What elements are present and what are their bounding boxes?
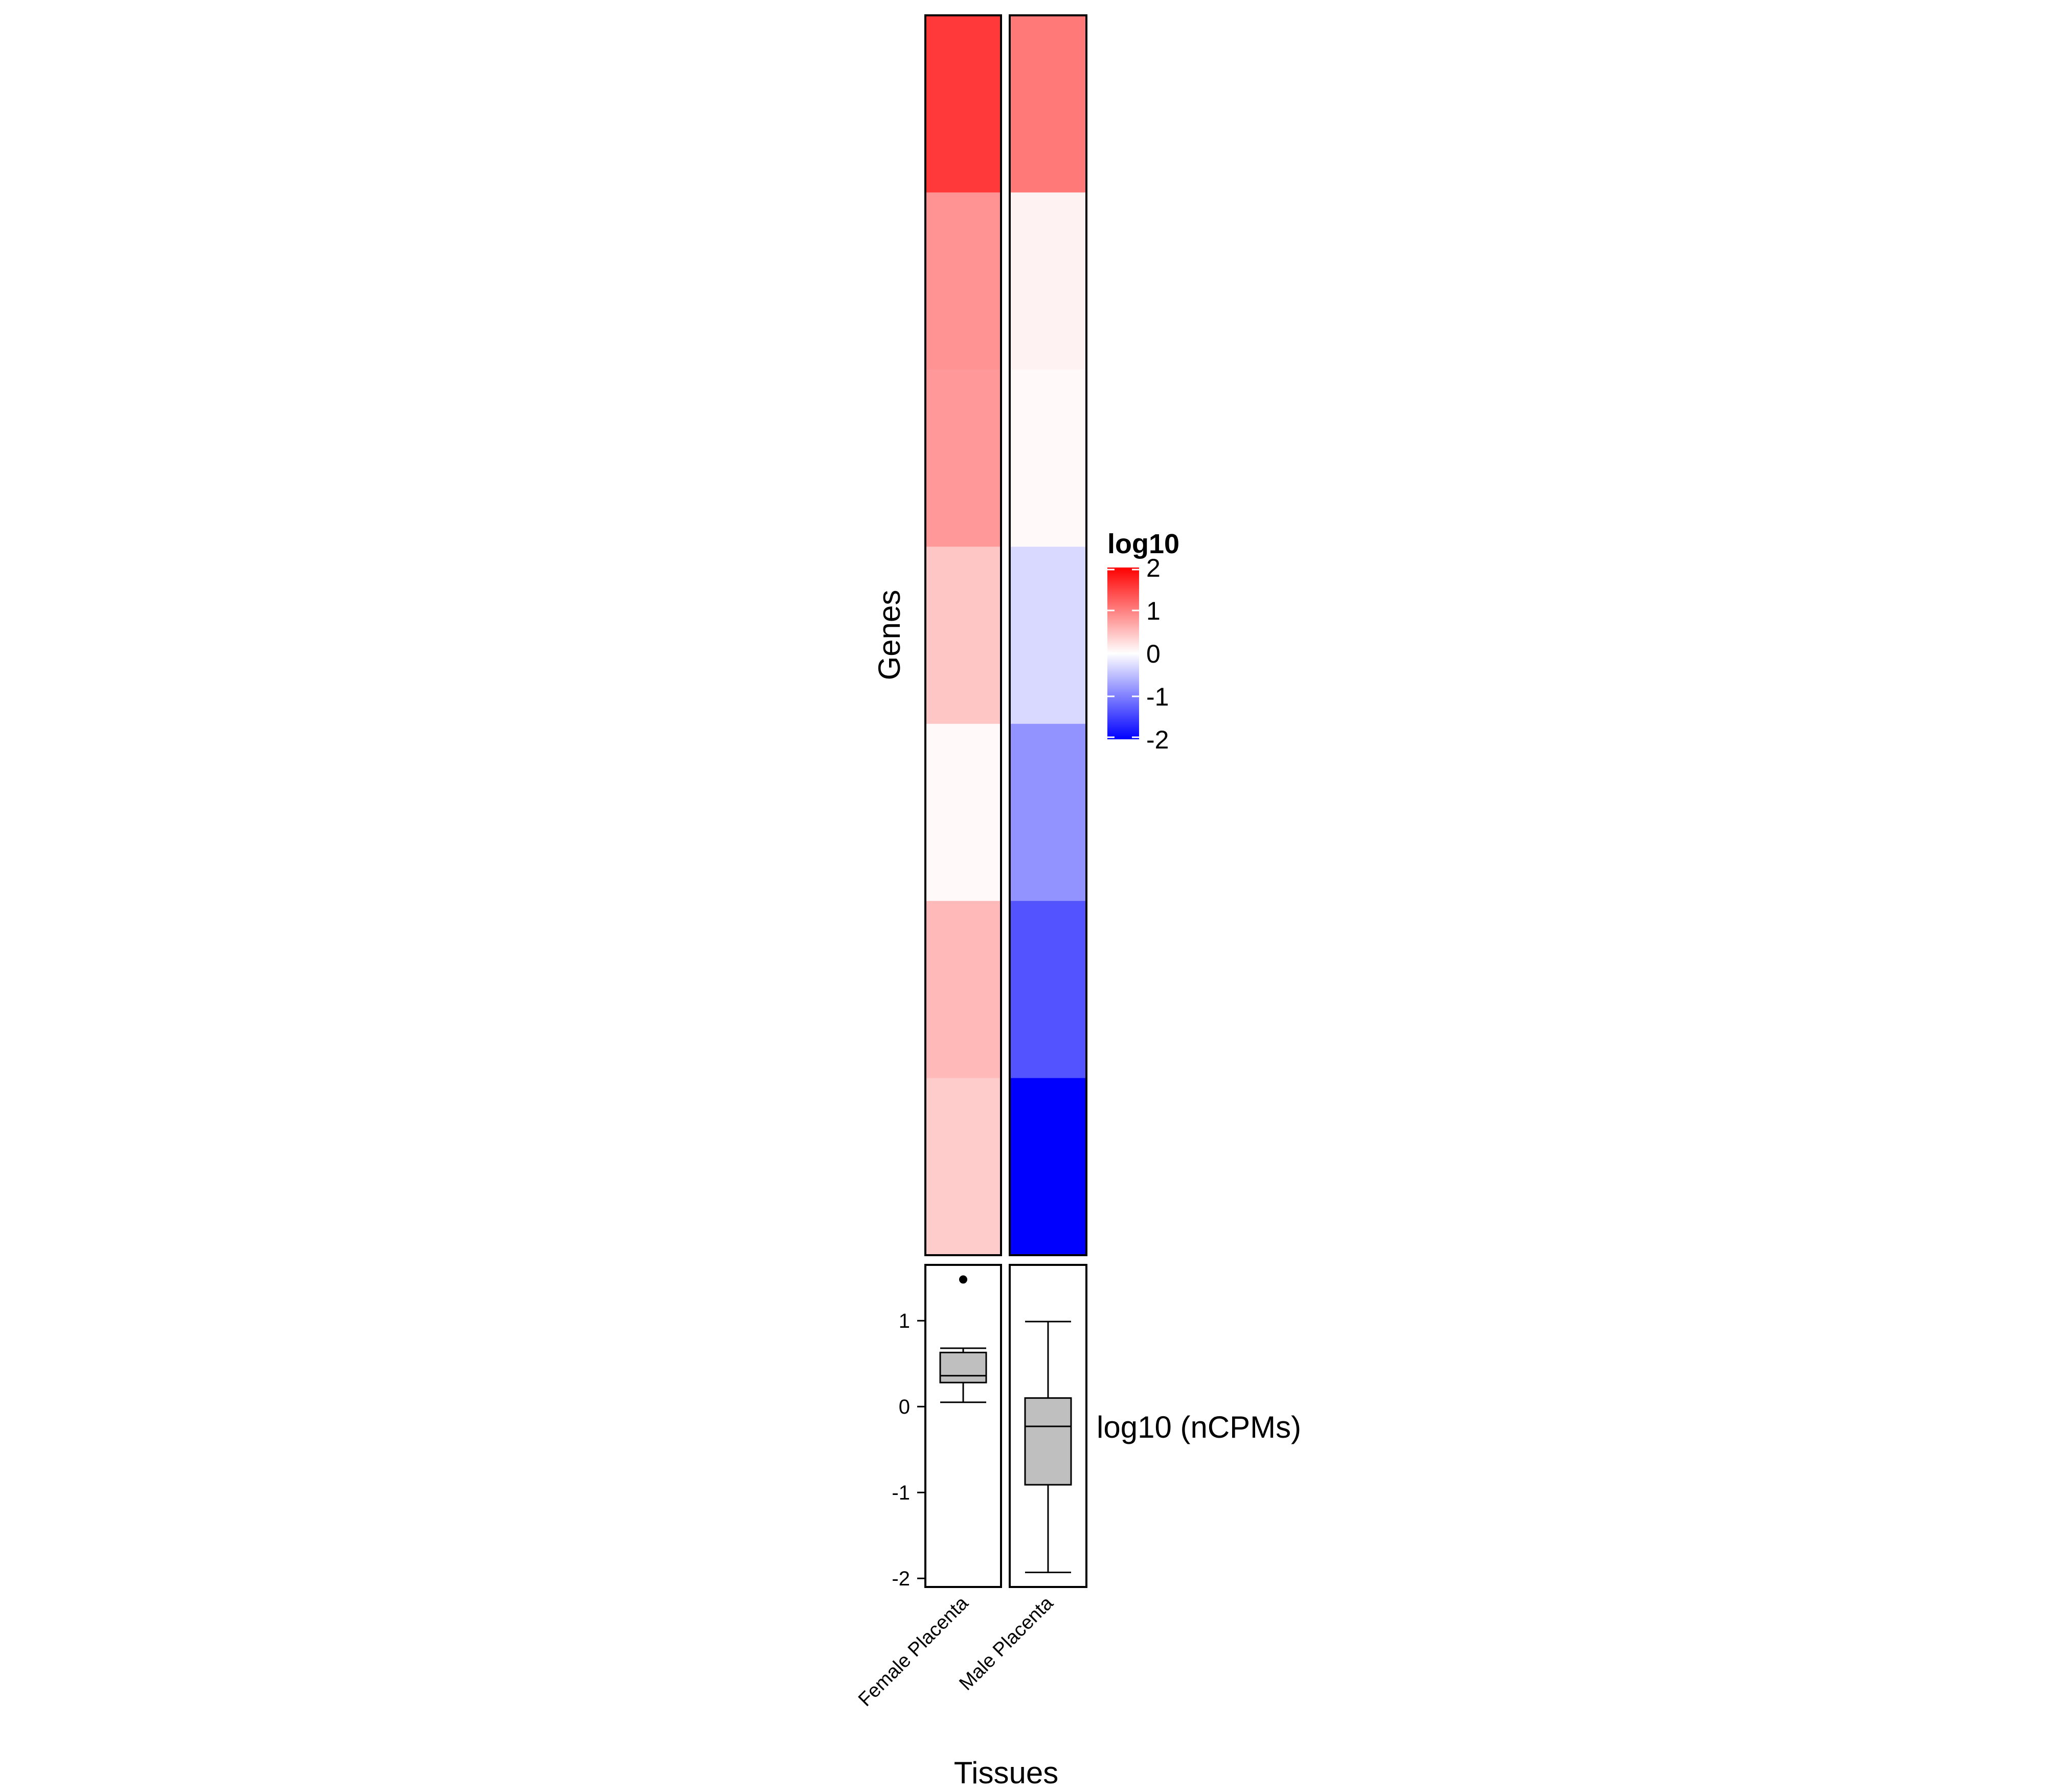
x-axis-title: Tissues [954,1756,1059,1789]
box-iqr-male [1024,1397,1072,1486]
box-y-tick-label: -1 [892,1482,910,1504]
heatmap-cell-r4-male [1010,547,1086,724]
heatmap-cell-r1-female [925,15,1001,193]
legend-tick-label: 2 [1146,554,1161,582]
box-iqr-female [939,1351,987,1383]
box-plot: 1 0 -1 -2 [892,1264,1087,1590]
box-y-axis: 1 0 -1 -2 [892,1310,925,1590]
x-tick-female-placenta: Female Placenta [854,1592,973,1711]
heatmap-panel-female-border [924,14,1002,1256]
box-y-tick-label: -2 [892,1568,910,1590]
box-marks [939,1275,1072,1573]
heatmap-cell-r5-male [1010,723,1086,901]
heatmap-cell-r3-female [925,369,1001,547]
legend-ticks: 2 1 0 -1 -2 [1107,554,1169,754]
box-panel-male-border [1009,1264,1087,1588]
heatmap-cells [925,15,1086,1256]
legend-tick-label: -2 [1146,725,1169,754]
heatmap-cell-r1-male [1010,15,1086,193]
heatmap-cell-r2-female [925,192,1001,370]
box-y-tick-label: 0 [899,1396,910,1418]
legend-title: log10 [1107,529,1179,559]
heatmap-cell-r4-female [925,547,1001,724]
box-y-tick-label: 1 [899,1310,910,1332]
heatmap-cell-r5-female [925,723,1001,901]
heatmap-y-axis-label: Genes [872,590,906,680]
heatmap-cell-r2-male [1010,192,1086,370]
box-outlier-female [959,1275,967,1284]
box-y-axis-label: log10 (nCPMs) [1097,1410,1301,1444]
box-panel-female-border [924,1264,1002,1588]
heatmap-cell-r7-female [925,1078,1001,1256]
heatmap-cell-r3-male [1010,369,1086,547]
color-legend: log10 2 1 0 -1 -2 [1107,529,1179,754]
legend-tick-label: 0 [1146,640,1161,668]
legend-tick-label: -1 [1146,683,1169,711]
legend-tick-label: 1 [1146,597,1161,625]
heatmap-cell-r6-female [925,901,1001,1079]
heatmap-cell-r7-male [1010,1078,1086,1256]
heatmap-panel-male-border [1009,14,1087,1256]
heatmap-cell-r6-male [1010,901,1086,1079]
